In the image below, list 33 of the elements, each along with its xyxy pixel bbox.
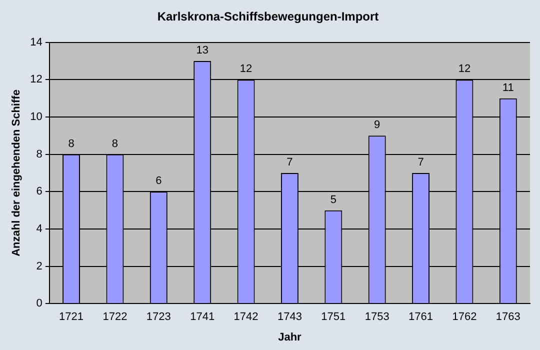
data-label: 13 [196,44,208,57]
x-tick-label: 1751 [321,311,346,324]
x-tick-label: 1743 [277,311,302,324]
x-axis-title: Jahr [278,331,302,344]
data-label: 5 [330,194,336,206]
y-tick-label: 8 [36,148,42,160]
y-tick-label: 10 [30,111,42,124]
data-label: 12 [240,63,252,76]
x-tick-label: 1741 [190,311,215,324]
y-axis-title: Anzahl der eingehenden Schiffe [10,90,23,256]
chart-title: Karlskrona-Schiffsbewegungen-Import [157,10,379,24]
x-tick-label: 1753 [364,311,390,324]
y-tick-label: 12 [30,74,42,86]
data-label: 6 [156,175,162,188]
x-tick-label: 1763 [496,311,520,324]
data-label: 11 [502,82,514,94]
data-label: 8 [112,138,118,150]
data-label: 8 [68,138,74,150]
x-tick-label: 1723 [146,311,171,324]
data-label: 9 [374,119,380,132]
y-tick-label: 2 [36,260,42,272]
x-tick-label: 1742 [234,311,258,324]
data-label: 7 [418,156,424,169]
data-label: 7 [286,156,293,169]
y-tick-label: 14 [30,36,42,48]
y-tick-label: 6 [36,186,42,198]
y-tick-label: 4 [36,223,42,236]
data-label: 12 [458,63,471,76]
y-tick-label: 0 [36,298,42,310]
x-tick-label: 1762 [452,311,477,324]
x-tick-label: 1722 [102,311,128,324]
x-tick-label: 1761 [408,311,434,324]
x-tick-label: 1721 [59,311,84,324]
